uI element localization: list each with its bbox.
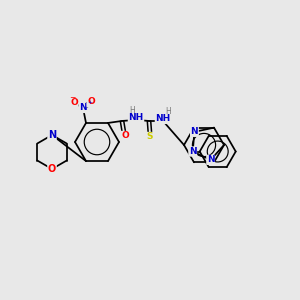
Text: O: O bbox=[70, 98, 78, 107]
Text: +: + bbox=[87, 100, 92, 105]
Text: S: S bbox=[147, 132, 153, 141]
Text: N: N bbox=[190, 127, 198, 136]
Text: N: N bbox=[48, 130, 56, 140]
Text: N: N bbox=[79, 103, 87, 112]
Text: N: N bbox=[189, 147, 196, 156]
Text: NH: NH bbox=[128, 113, 144, 122]
Text: NH: NH bbox=[155, 114, 171, 123]
Text: H: H bbox=[129, 106, 135, 115]
Text: H: H bbox=[165, 107, 171, 116]
Text: O: O bbox=[121, 131, 129, 140]
Text: O: O bbox=[87, 98, 95, 106]
Text: O: O bbox=[48, 164, 56, 174]
Text: −: − bbox=[69, 93, 75, 102]
Text: N: N bbox=[207, 155, 214, 164]
